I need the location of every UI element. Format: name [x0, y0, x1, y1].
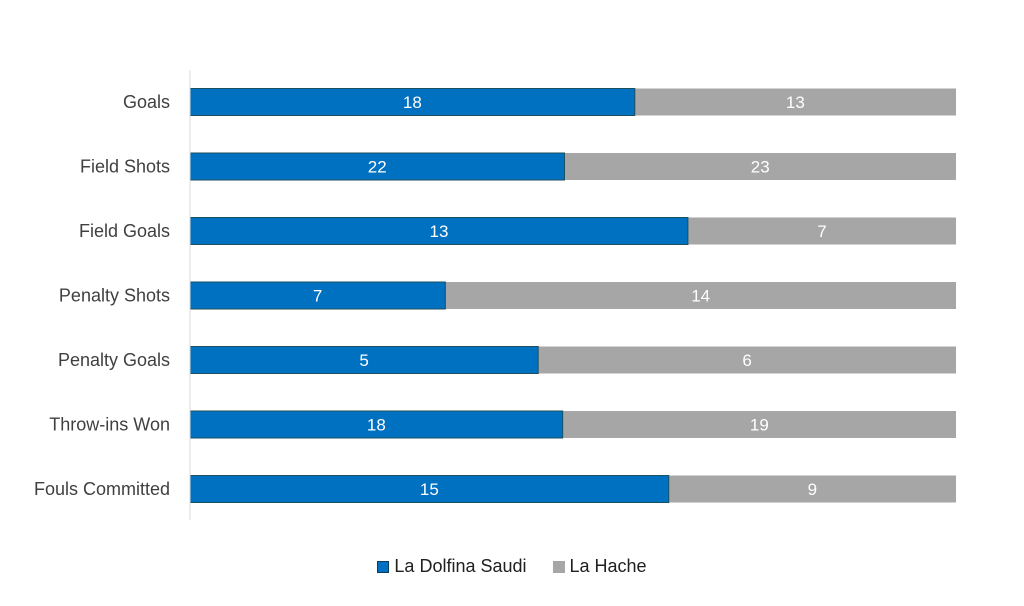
- bar-series-2: [538, 346, 956, 374]
- legend-swatch-series-1: [377, 560, 390, 573]
- category-label: Field Goals: [79, 221, 170, 241]
- category-label: Goals: [123, 92, 170, 112]
- data-label-series-2: 7: [817, 222, 826, 241]
- data-label-series-1: 7: [313, 287, 322, 306]
- data-label-series-2: 14: [691, 287, 710, 306]
- bar-series-1: [189, 475, 670, 503]
- bar-series-2: [634, 88, 956, 116]
- legend: La Dolfina Saudi La Hache: [0, 556, 1024, 577]
- legend-item-series-2: La Hache: [552, 556, 647, 577]
- labels-layer: Goals 18 13 Field Shots 22 23 Field Goals 13 7 Pe…: [34, 92, 827, 499]
- category-label: Fouls Committed: [34, 479, 170, 499]
- bar-series-2: [668, 475, 956, 503]
- category-label: Throw-ins Won: [49, 415, 170, 435]
- legend-item-series-1: La Dolfina Saudi: [377, 556, 527, 577]
- bar-series-1: [189, 410, 564, 439]
- data-label-series-1: 22: [368, 158, 387, 177]
- data-label-series-1: 18: [367, 416, 386, 435]
- bar-series-2: [687, 217, 956, 245]
- category-label: Field Shots: [80, 157, 170, 177]
- bar-series-2: [445, 282, 956, 309]
- data-label-series-1: 18: [403, 93, 422, 112]
- bar-series-1: [189, 281, 446, 310]
- legend-label-series-2: La Hache: [569, 556, 647, 576]
- data-label-series-2: 13: [786, 93, 805, 112]
- bar-series-1: [189, 217, 689, 245]
- data-label-series-1: 5: [359, 351, 368, 370]
- legend-label-series-1: La Dolfina Saudi: [394, 556, 527, 576]
- data-label-series-1: 15: [420, 480, 439, 499]
- data-label-series-2: 9: [808, 480, 817, 499]
- data-label-series-1: 13: [429, 222, 448, 241]
- legend-swatch-series-2: [552, 560, 565, 573]
- category-label: Penalty Shots: [59, 286, 170, 306]
- bar-series-1: [189, 346, 539, 374]
- data-label-series-2: 6: [742, 351, 751, 370]
- bar-series-2: [562, 411, 956, 438]
- data-label-series-2: 19: [750, 416, 769, 435]
- data-label-series-2: 23: [751, 158, 770, 177]
- bar-series-1: [189, 88, 636, 116]
- bar-series-2: [564, 153, 956, 180]
- bars-layer: [189, 88, 956, 503]
- category-label: Penalty Goals: [58, 350, 170, 370]
